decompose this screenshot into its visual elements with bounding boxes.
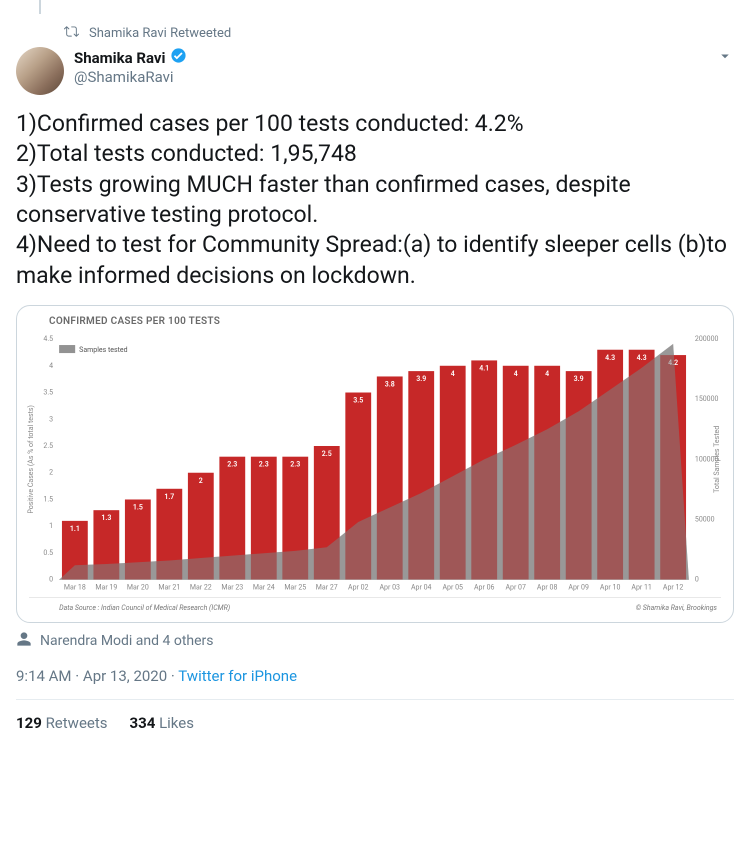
svg-text:Apr 09: Apr 09: [568, 583, 589, 592]
svg-text:3.9: 3.9: [416, 374, 426, 383]
svg-text:2: 2: [199, 476, 203, 485]
svg-text:Mar 24: Mar 24: [253, 583, 275, 592]
likes-label: Likes: [159, 714, 194, 732]
svg-text:Mar 22: Mar 22: [190, 583, 212, 592]
svg-text:Apr 07: Apr 07: [505, 583, 526, 592]
chart-title: CONFIRMED CASES PER 100 TESTS: [49, 316, 731, 327]
svg-text:Apr 05: Apr 05: [442, 583, 463, 592]
svg-text:0: 0: [695, 575, 699, 584]
retweets-label: Retweets: [46, 714, 108, 732]
svg-text:2.3: 2.3: [227, 460, 237, 469]
more-button[interactable]: [716, 47, 734, 69]
svg-text:1: 1: [49, 521, 53, 530]
svg-text:4.3: 4.3: [605, 353, 615, 362]
svg-text:4: 4: [451, 369, 455, 378]
svg-text:© Shamika Ravi, Brookings: © Shamika Ravi, Brookings: [636, 603, 718, 612]
svg-text:1.5: 1.5: [43, 495, 53, 504]
svg-text:3.9: 3.9: [574, 374, 584, 383]
svg-text:4: 4: [545, 369, 549, 378]
display-name[interactable]: Shamika Ravi: [74, 49, 166, 67]
tagged-people[interactable]: Narendra Modi and 4 others: [16, 631, 734, 651]
svg-text:1.7: 1.7: [164, 492, 174, 501]
avatar[interactable]: [16, 47, 64, 95]
svg-text:4: 4: [514, 369, 518, 378]
svg-text:Samples tested: Samples tested: [79, 345, 127, 354]
svg-text:Data Source : Indian Council o: Data Source : Indian Council of Medical …: [59, 603, 230, 612]
svg-text:Mar 19: Mar 19: [95, 583, 117, 592]
chart-card[interactable]: CONFIRMED CASES PER 100 TESTS Samples te…: [16, 305, 734, 623]
svg-text:2.3: 2.3: [290, 460, 300, 469]
svg-text:Apr 02: Apr 02: [348, 583, 369, 592]
svg-text:3: 3: [49, 414, 53, 423]
svg-text:Mar 23: Mar 23: [221, 583, 243, 592]
svg-text:4: 4: [49, 361, 53, 370]
svg-text:Mar 21: Mar 21: [158, 583, 180, 592]
likes-count: 334: [130, 714, 156, 732]
divider: [16, 699, 734, 700]
svg-text:2.5: 2.5: [43, 441, 53, 450]
svg-text:2.5: 2.5: [322, 449, 332, 458]
stats-row: 129 Retweets 334 Likes: [16, 714, 734, 732]
svg-text:1.5: 1.5: [133, 503, 143, 512]
svg-text:4.5: 4.5: [43, 334, 53, 343]
svg-text:Positive Cases (As % of total: Positive Cases (As % of total tests): [26, 405, 35, 514]
svg-text:3.5: 3.5: [353, 396, 363, 405]
tweet-text: 1)Confirmed cases per 100 tests conducte…: [16, 109, 734, 291]
svg-text:Apr 06: Apr 06: [474, 583, 495, 592]
svg-text:Mar 27: Mar 27: [316, 583, 338, 592]
svg-text:150000: 150000: [695, 394, 719, 403]
svg-text:Total Samples Tested: Total Samples Tested: [712, 426, 721, 493]
svg-text:2: 2: [49, 468, 53, 477]
svg-text:0.5: 0.5: [43, 548, 53, 557]
chart: Samples tested 0 0.5 1 1.5 2 2.5 3 3.5 4 4.5 0 50000…: [19, 329, 731, 620]
retweet-context[interactable]: Shamika Ravi Retweeted: [64, 24, 734, 43]
tagged-label: Narendra Modi and 4 others: [40, 633, 214, 649]
retweets-stat[interactable]: 129 Retweets: [16, 714, 108, 732]
handle[interactable]: @ShamikaRavi: [74, 68, 706, 86]
tweet-meta: 9:14 AM · Apr 13, 2020 · Twitter for iPh…: [16, 667, 734, 685]
tweet-date[interactable]: Apr 13, 2020: [83, 667, 167, 685]
svg-text:Apr 10: Apr 10: [600, 583, 621, 592]
tweet-header: Shamika Ravi @ShamikaRavi: [16, 47, 734, 95]
svg-text:2.3: 2.3: [259, 460, 269, 469]
svg-text:1.1: 1.1: [70, 524, 80, 533]
tweet-source[interactable]: Twitter for iPhone: [178, 667, 297, 685]
svg-text:3.8: 3.8: [385, 380, 395, 389]
svg-text:1.3: 1.3: [101, 513, 111, 522]
retweet-label: Shamika Ravi Retweeted: [89, 26, 231, 41]
retweet-icon: [64, 24, 79, 43]
svg-text:Mar 18: Mar 18: [64, 583, 86, 592]
svg-text:Mar 20: Mar 20: [127, 583, 149, 592]
svg-text:3.5: 3.5: [43, 388, 53, 397]
svg-text:0: 0: [49, 575, 53, 584]
svg-text:50000: 50000: [695, 515, 715, 524]
verified-icon: [170, 47, 187, 68]
svg-text:Apr 03: Apr 03: [379, 583, 400, 592]
thread-connector: [39, 0, 41, 14]
person-icon: [16, 631, 32, 651]
likes-stat[interactable]: 334 Likes: [130, 714, 194, 732]
svg-text:Apr 08: Apr 08: [537, 583, 558, 592]
svg-text:Apr 04: Apr 04: [411, 583, 432, 592]
tweet-time[interactable]: 9:14 AM: [16, 667, 72, 685]
tweet: Shamika Ravi Retweeted Shamika Ravi @Sha…: [0, 14, 750, 742]
svg-text:Apr 11: Apr 11: [631, 583, 651, 592]
svg-text:Mar 25: Mar 25: [284, 583, 306, 592]
svg-text:4.3: 4.3: [637, 353, 647, 362]
svg-text:4.1: 4.1: [479, 364, 489, 373]
svg-text:200000: 200000: [695, 334, 719, 343]
svg-text:Apr 12: Apr 12: [663, 583, 684, 592]
retweets-count: 129: [16, 714, 42, 732]
